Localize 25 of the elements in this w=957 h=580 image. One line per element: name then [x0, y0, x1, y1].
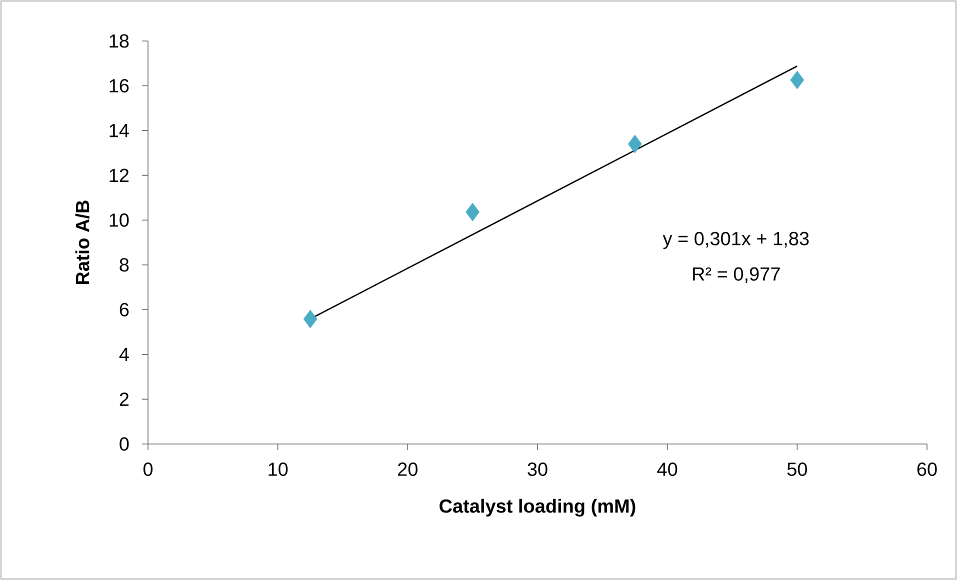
x-tick-label: 50 — [787, 462, 807, 476]
y-axis-title: Ratio A/B — [75, 200, 90, 284]
y-tick-label: 12 — [110, 168, 129, 182]
y-tick-label: 16 — [110, 79, 129, 92]
annotation: R² = 0,977 — [693, 267, 780, 283]
point — [628, 134, 642, 154]
point — [303, 310, 318, 328]
x-tick-label: 20 — [398, 462, 418, 476]
point — [466, 202, 480, 222]
y-tick-label: 8 — [120, 258, 129, 272]
x-axis-title: Catalyst loading (mM) — [440, 498, 636, 517]
x-tick-label: 10 — [268, 462, 288, 476]
x-tick-label: 30 — [528, 462, 548, 476]
y-tick-label: 2 — [120, 392, 129, 406]
y-tick-label: 4 — [119, 348, 129, 361]
y-tick-label: 6 — [120, 302, 129, 316]
x-tick-label: 60 — [917, 462, 937, 476]
y-tick-label: 14 — [110, 124, 129, 138]
x-tick-label: 0 — [143, 462, 153, 476]
y-tick-label: 0 — [120, 437, 129, 451]
y-tick-label: 18 — [110, 34, 129, 48]
y-tick-label: 10 — [110, 213, 129, 227]
x-tick-label: 40 — [657, 462, 678, 476]
point — [790, 70, 804, 90]
annotation: y = 0,301x + 1,83 — [662, 232, 809, 250]
